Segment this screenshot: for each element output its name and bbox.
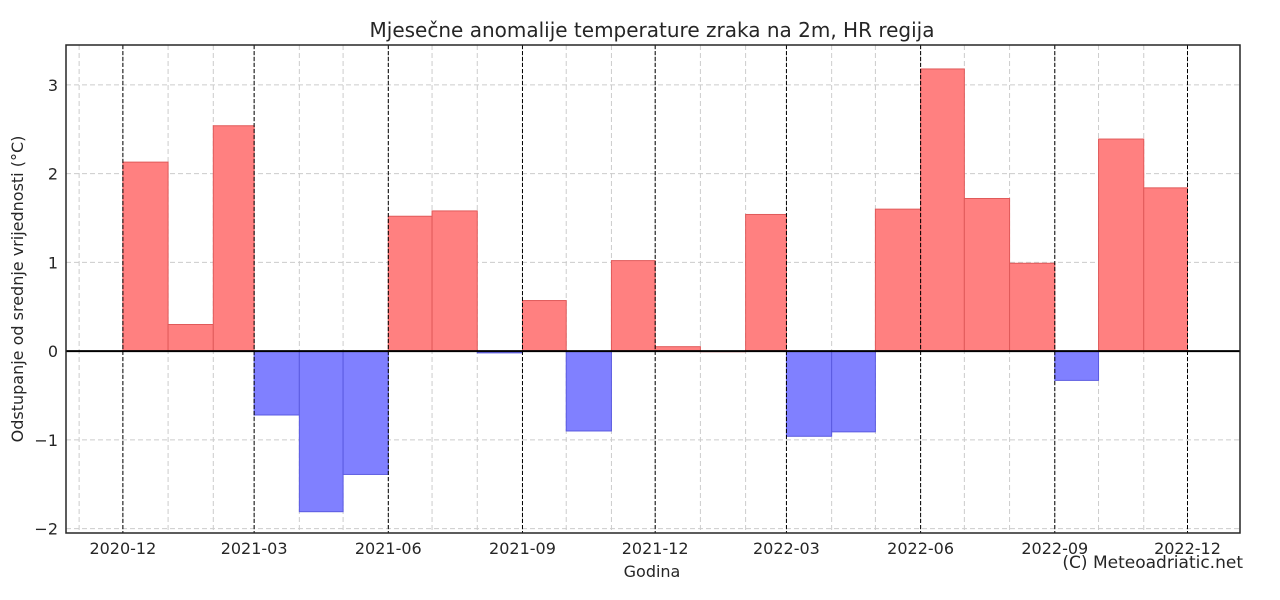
y-tick-label: −1 bbox=[34, 431, 58, 450]
plot-frame bbox=[65, 44, 1241, 534]
y-tick-label: 2 bbox=[48, 165, 58, 184]
x-tick-label: 2022-09 bbox=[1021, 539, 1088, 558]
bar-2022-10 bbox=[1098, 138, 1145, 352]
bar-2021-05 bbox=[342, 350, 389, 475]
bar-2022-08 bbox=[1009, 262, 1056, 352]
bar-2021-02 bbox=[212, 125, 255, 352]
bar-2021-03 bbox=[253, 350, 300, 416]
x-axis-label: Godina bbox=[624, 562, 681, 581]
y-tick-label: 1 bbox=[48, 253, 58, 272]
bar-2021-06 bbox=[387, 215, 433, 352]
x-tick-label: 2021-09 bbox=[489, 539, 556, 558]
bar-2021-04 bbox=[298, 350, 344, 513]
bar-2022-03 bbox=[785, 350, 833, 437]
y-tick-label: −2 bbox=[34, 520, 58, 539]
x-tick-label: 2022-12 bbox=[1154, 539, 1221, 558]
bar-2022-09 bbox=[1054, 350, 1100, 381]
quarter-lines bbox=[122, 45, 1188, 533]
bar-2022-05 bbox=[874, 208, 922, 352]
bar-2021-07 bbox=[431, 210, 478, 352]
bar-2022-06 bbox=[920, 68, 965, 352]
bar-2021-11 bbox=[610, 260, 656, 352]
bar-2021-09 bbox=[521, 300, 567, 352]
y-tick-label: 3 bbox=[48, 76, 58, 95]
x-tick-label: 2020-12 bbox=[89, 539, 156, 558]
x-tick-label: 2021-06 bbox=[355, 539, 422, 558]
x-tick-label: 2022-03 bbox=[753, 539, 820, 558]
bar-2022-07 bbox=[963, 197, 1011, 352]
credit-text: (C) Meteoadriatic.net bbox=[1062, 553, 1243, 573]
chart-title: Mjesečne anomalije temperature zraka na … bbox=[370, 18, 935, 42]
x-tick-label: 2021-03 bbox=[221, 539, 288, 558]
x-tick-label: 2021-12 bbox=[622, 539, 689, 558]
y-tick-label: 0 bbox=[48, 342, 58, 361]
bar-2020-12 bbox=[122, 161, 169, 352]
bar-2021-10 bbox=[565, 350, 612, 432]
x-axis-ticks: 2020-12 2021-03 2021-06 2021-09 2021-12 2022-… bbox=[89, 539, 1220, 558]
y-axis-ticks: −2 −1 0 1 2 3 bbox=[34, 76, 58, 539]
bar-2022-04 bbox=[831, 350, 876, 433]
bar-2021-01 bbox=[167, 323, 214, 352]
bar-2022-11 bbox=[1143, 187, 1188, 352]
bar-2022-02 bbox=[745, 213, 787, 352]
y-axis-label: Odstupanje od srednje vrijednosti (°C) bbox=[8, 136, 27, 443]
x-tick-label: 2022-06 bbox=[887, 539, 954, 558]
